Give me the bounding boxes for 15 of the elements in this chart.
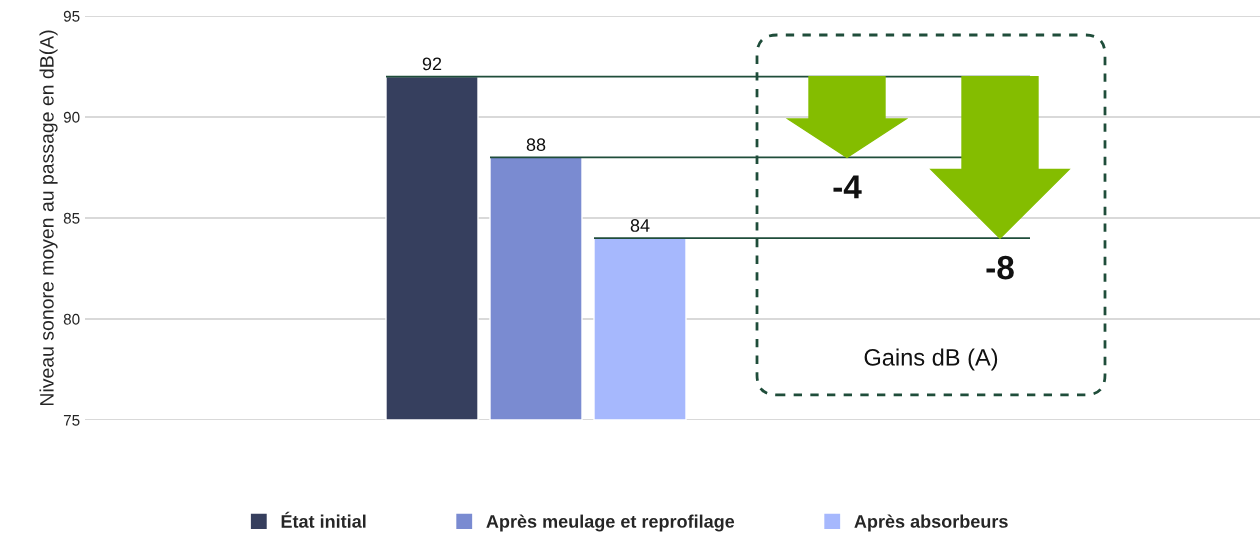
y-tick-label: 95 <box>63 10 80 22</box>
y-tick-label: 85 <box>63 212 80 224</box>
y-axis-title: Niveau sonore moyen au passage en dB(A) <box>39 30 58 406</box>
legend-label: Après meulage et reprofilage <box>486 514 735 532</box>
y-tick-label: 90 <box>63 111 80 123</box>
annotation: -4 <box>833 175 862 199</box>
y-tick-label: 80 <box>63 313 80 325</box>
data-label: 92 <box>422 57 442 71</box>
annotation: Gains dB (A) <box>864 348 998 371</box>
legend-label: Après absorbeurs <box>854 514 1008 532</box>
y-tick-label: 75 <box>63 415 80 426</box>
annotation: -8 <box>986 255 1014 280</box>
data-label: 84 <box>630 219 650 232</box>
legend-label: État initial <box>281 511 366 528</box>
data-label: 88 <box>526 138 546 152</box>
